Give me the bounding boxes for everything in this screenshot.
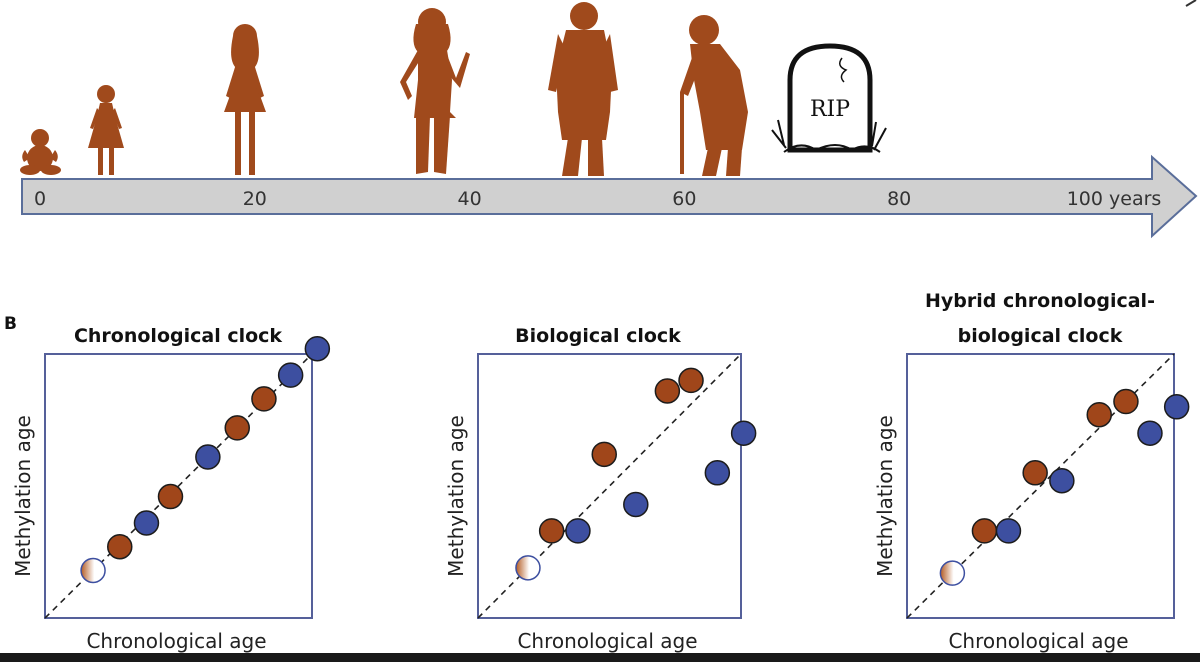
elderly-silhouette-icon [680,15,748,176]
panel-title: Hybrid chronological-biological clock [925,290,1155,347]
plot-frame [477,353,742,619]
data-point [107,533,133,560]
data-point [971,518,998,544]
data-point [1086,401,1112,428]
data-point [730,420,757,446]
biological-clock-panel: Biological clock Chronological age Methyla… [444,325,757,653]
data-point [678,367,704,394]
x-axis-label: Chronological age [86,629,266,653]
tombstone-text: RIP [810,97,850,122]
data-point [1022,460,1048,486]
data-point [704,460,731,486]
data-point [157,483,184,510]
y-axis-label: Methylation age [11,415,35,577]
data-point [80,557,106,584]
data-point [1049,467,1075,494]
baby-silhouette-icon [20,129,61,175]
x-axis-label: Chronological age [517,629,697,653]
adult-silhouette-icon [400,8,470,174]
identity-line [477,353,742,619]
teen-silhouette-icon [224,24,266,175]
x-axis-label: Chronological age [948,629,1128,653]
data-point [251,386,277,412]
panel-title: Chronological clock [74,325,282,347]
y-axis-label: Methylation age [444,415,468,577]
hybrid-clock-panel: Hybrid chronological-biological clock Chr… [873,290,1190,653]
panel-title: Biological clock [515,325,681,347]
data-point [654,378,681,404]
data-point [565,518,591,544]
data-point [304,335,331,362]
chronological-clock-panel: Chronological clock Chronological age Meth… [11,325,331,653]
middle-aged-silhouette-icon [548,2,618,176]
plot-frame [44,353,313,619]
corner-mark [1185,0,1197,7]
timeline-arrow [21,154,1198,239]
data-point [195,444,221,470]
timeline-tick-label: 100 years [1067,188,1162,210]
data-point [224,415,250,441]
tombstone-icon: RIP [771,43,887,153]
plot-frame [906,353,1175,619]
data-point [591,441,617,468]
toddler-silhouette-icon [88,85,124,175]
timeline-tick-label: 80 [887,188,911,210]
data-point [623,491,649,518]
data-point [1137,420,1163,446]
life-stage-silhouettes [20,2,748,176]
bottom-bar [0,653,1200,662]
data-point [515,555,541,581]
data-point [939,560,966,586]
y-axis-label: Methylation age [873,415,897,577]
timeline-tick-label: 20 [243,188,267,210]
timeline-ticks: 0 20 40 60 80 100 years [34,188,1161,210]
panel-label: B [4,314,17,334]
data-point [1163,394,1190,420]
timeline: 0 20 40 60 80 100 years [21,154,1198,239]
data-point [277,362,304,388]
data-point [133,510,160,536]
timeline-tick-label: 0 [34,188,46,210]
data-point [538,518,565,544]
data-point [1113,388,1139,415]
timeline-tick-label: 60 [672,188,696,210]
timeline-tick-label: 40 [458,188,482,210]
data-point [995,518,1022,544]
